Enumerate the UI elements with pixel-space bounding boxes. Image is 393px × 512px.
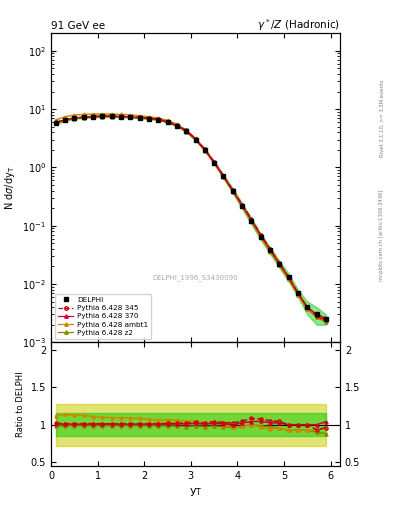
X-axis label: y$_\mathrm{T}$: y$_\mathrm{T}$ xyxy=(189,486,202,498)
Text: Rivet 3.1.10, >= 3.3M events: Rivet 3.1.10, >= 3.3M events xyxy=(380,79,384,157)
Text: $\gamma^*/Z$ (Hadronic): $\gamma^*/Z$ (Hadronic) xyxy=(257,17,340,33)
Text: DELPHI_1996_S3430090: DELPHI_1996_S3430090 xyxy=(153,274,238,281)
Text: mcplots.cern.ch [arXiv:1306.3436]: mcplots.cern.ch [arXiv:1306.3436] xyxy=(380,190,384,281)
Y-axis label: Ratio to DELPHI: Ratio to DELPHI xyxy=(16,371,25,437)
Text: 91 GeV ee: 91 GeV ee xyxy=(51,22,105,31)
Legend: DELPHI, Pythia 6.428 345, Pythia 6.428 370, Pythia 6.428 ambt1, Pythia 6.428 z2: DELPHI, Pythia 6.428 345, Pythia 6.428 3… xyxy=(55,294,151,339)
Y-axis label: N d$\sigma$/dy$_\mathrm{T}$: N d$\sigma$/dy$_\mathrm{T}$ xyxy=(3,166,17,210)
